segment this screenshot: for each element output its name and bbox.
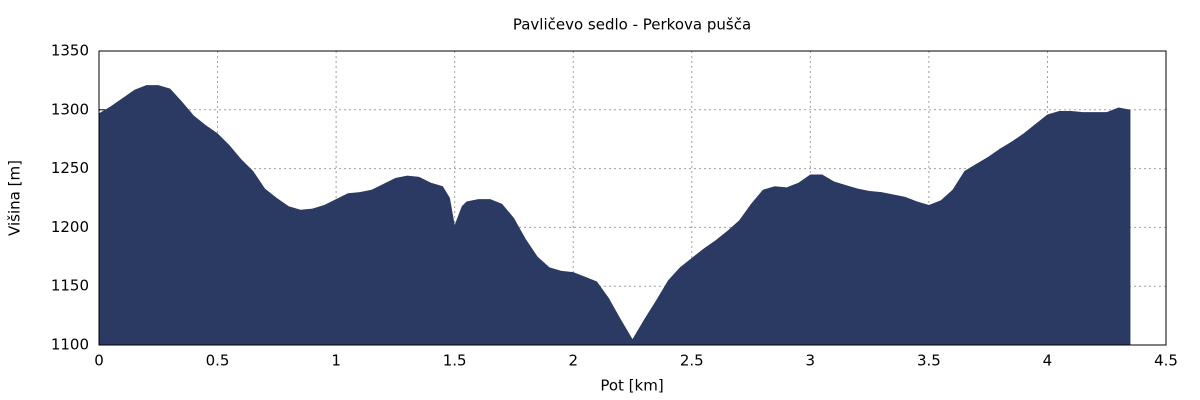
y-axis-label: Višina [m]	[6, 160, 24, 236]
elevation-area	[99, 85, 1131, 345]
x-tick-label: 2.5	[680, 352, 704, 370]
x-tick-label: 3.5	[917, 352, 941, 370]
x-tick-label: 1.5	[443, 352, 467, 370]
x-tick-label: 4.5	[1154, 352, 1178, 370]
chart-title: Pavličevo sedlo - Perkova pušča	[513, 16, 751, 34]
y-tick-label: 1200	[51, 218, 89, 236]
y-tick-label: 1250	[51, 159, 89, 177]
x-tick-label: 3	[806, 352, 816, 370]
x-tick-label: 1	[331, 352, 341, 370]
x-tick-label: 4	[1043, 352, 1053, 370]
y-tick-label: 1300	[51, 100, 89, 118]
x-tick-label: 2	[568, 352, 578, 370]
y-tick-label: 1350	[51, 42, 89, 60]
x-axis-label: Pot [km]	[600, 377, 663, 395]
y-tick-label: 1100	[51, 336, 89, 354]
y-tick-label: 1150	[51, 277, 89, 295]
plot-frame	[98, 50, 1167, 346]
x-tick-label: 0.5	[206, 352, 230, 370]
x-tick-label: 0	[94, 352, 104, 370]
